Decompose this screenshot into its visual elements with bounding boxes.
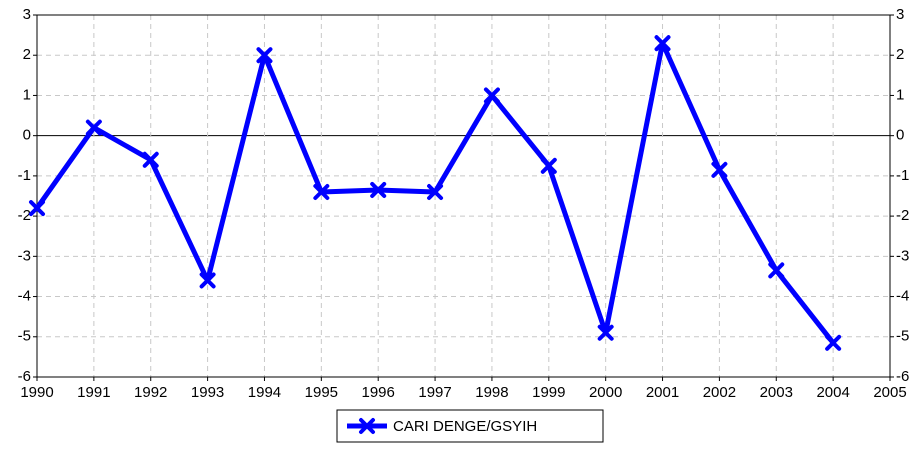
y-tick-label: -4	[18, 288, 31, 305]
data-marker	[427, 183, 444, 200]
legend-box	[336, 409, 604, 443]
y2-tick-label: -1	[896, 167, 909, 184]
y-tick-label: 3	[23, 6, 31, 23]
data-marker	[540, 157, 557, 174]
data-marker	[29, 200, 45, 217]
data-marker	[825, 334, 842, 351]
y-tick-label: 2	[23, 46, 31, 63]
data-marker	[597, 324, 614, 341]
y-tick-label: -2	[18, 207, 31, 224]
y2-tick-label: 2	[896, 46, 904, 63]
data-marker	[654, 35, 671, 52]
x-tick-label: 1999	[532, 384, 565, 401]
y2-tick-label: 3	[896, 6, 904, 23]
x-tick-label: 1998	[475, 384, 508, 401]
x-tick-label: 1993	[191, 384, 224, 401]
y2-tick-label: 1	[896, 86, 904, 103]
y-tick-label: -5	[18, 328, 31, 345]
y-tick-label: -6	[18, 368, 31, 385]
y-tick-label: -3	[18, 247, 31, 264]
x-tick-label: 2002	[703, 384, 736, 401]
data-marker	[256, 47, 273, 64]
data-marker	[142, 151, 159, 168]
y2-tick-label: 0	[896, 127, 904, 144]
y-tick-label: 1	[23, 86, 31, 103]
x-tick-label: 2005	[873, 384, 906, 401]
x-tick-label: 1992	[134, 384, 167, 401]
x-tick-label: 1991	[77, 384, 110, 401]
x-tick-label: 2003	[760, 384, 793, 401]
plot-frame	[36, 14, 891, 378]
x-tick-label: 2001	[646, 384, 679, 401]
x-tick-label: 1995	[305, 384, 338, 401]
legend-marker	[359, 418, 375, 434]
x-tick-label: 1994	[248, 384, 281, 401]
y2-tick-label: -3	[896, 247, 909, 264]
x-tick-label: 2000	[589, 384, 622, 401]
x-tick-label: 1996	[362, 384, 395, 401]
data-marker	[199, 272, 216, 289]
y2-tick-label: -2	[896, 207, 909, 224]
y-tick-label: 0	[23, 127, 31, 144]
y2-tick-label: -6	[896, 368, 909, 385]
y2-tick-label: -5	[896, 328, 909, 345]
x-tick-label: 1997	[418, 384, 451, 401]
legend-label: CARI DENGE/GSYIH	[393, 418, 537, 435]
y2-tick-label: -4	[896, 288, 909, 305]
data-marker	[711, 161, 728, 178]
x-tick-label: 1990	[20, 384, 53, 401]
data-marker	[85, 119, 102, 136]
data-marker	[313, 183, 330, 200]
y-tick-label: -1	[18, 167, 31, 184]
data-marker	[370, 181, 387, 198]
data-marker	[483, 87, 500, 104]
data-marker	[768, 262, 785, 279]
x-tick-label: 2004	[816, 384, 849, 401]
